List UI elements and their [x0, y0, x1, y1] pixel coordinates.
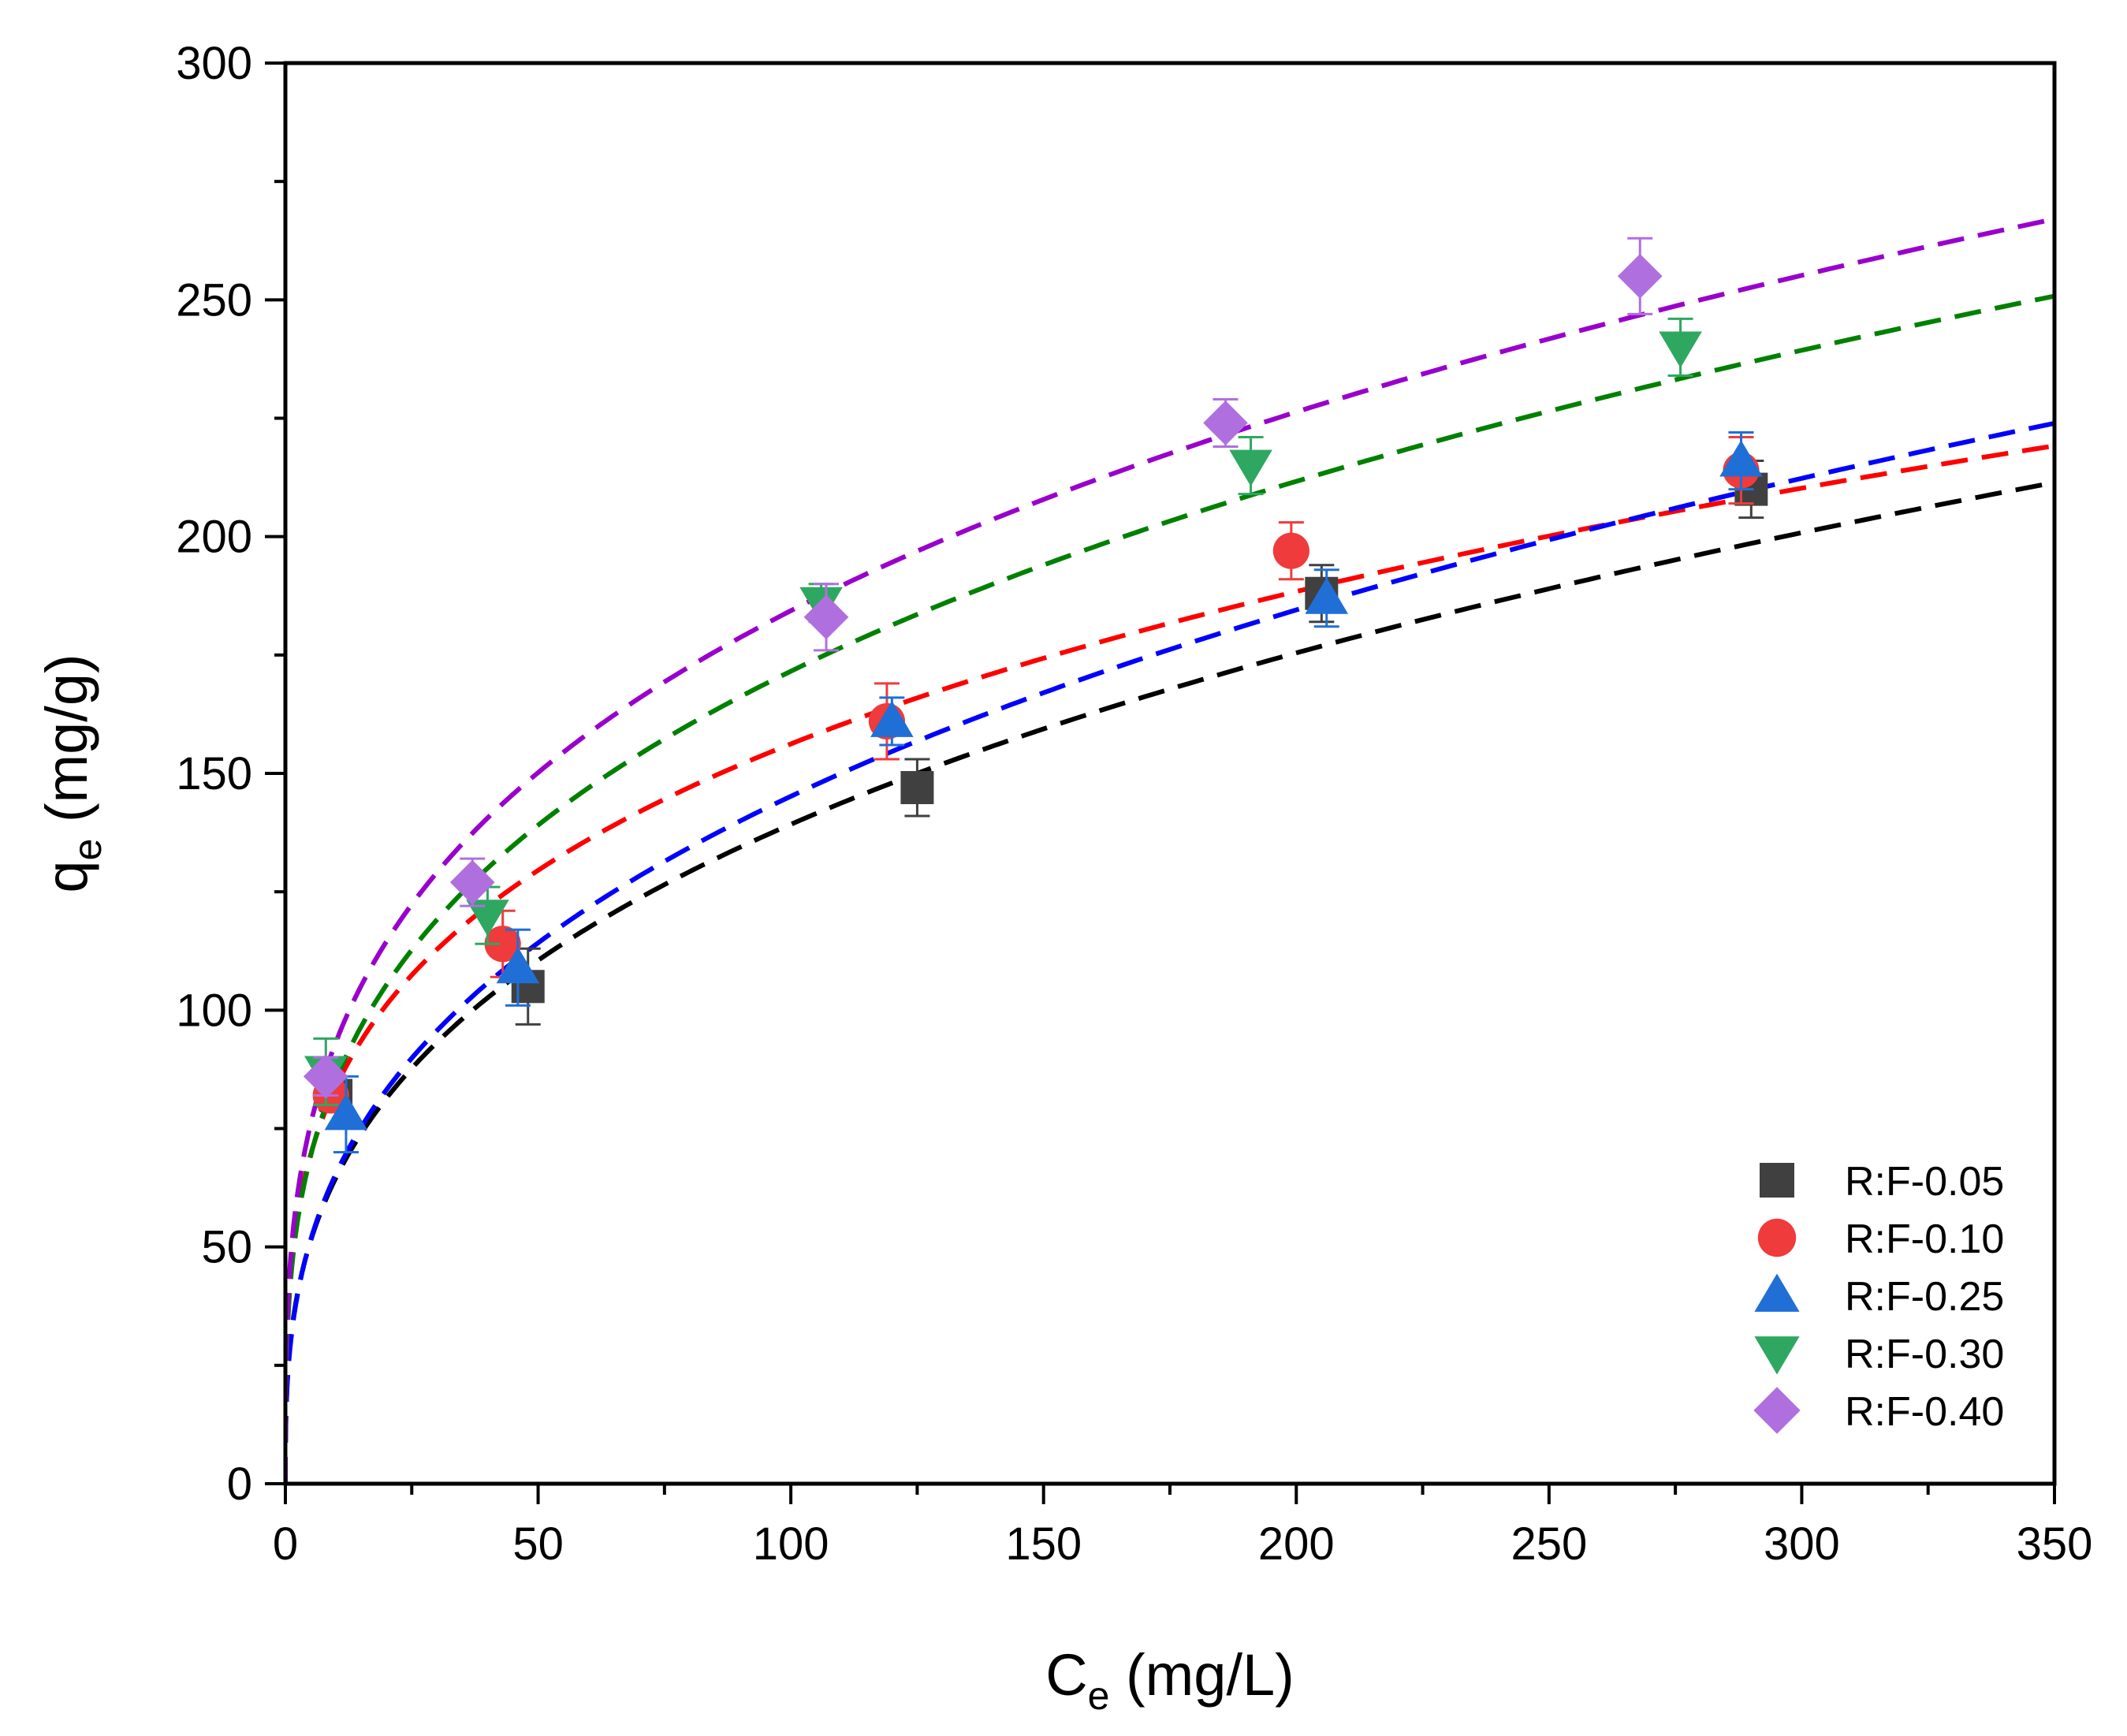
y-tick-label: 300: [176, 38, 252, 89]
legend: R:F-0.05 R:F-0.10 R:F-0.25 R:F-0.30 R:F-0.40: [1753, 1159, 2004, 1435]
legend-marker: [1757, 1218, 1797, 1257]
data-point: [466, 900, 509, 937]
y-tick-label: 100: [176, 985, 252, 1036]
y-tick-label: 250: [176, 274, 252, 326]
x-axis-title: Ce (mg/L): [1045, 1642, 1294, 1718]
legend-marker: [1760, 1163, 1794, 1198]
fit-curve: [285, 443, 2054, 1484]
legend-label: R:F-0.05: [1845, 1159, 2004, 1205]
x-tick-label: 100: [753, 1518, 829, 1570]
data-point: [1203, 400, 1248, 445]
data-point: [870, 700, 914, 737]
fit-curve: [285, 480, 2054, 1484]
data-point: [484, 926, 521, 963]
x-tick-label: 50: [512, 1518, 564, 1570]
x-tick-label: 200: [1258, 1518, 1335, 1570]
legend-marker: [1753, 1387, 1801, 1434]
x-tick-label: 300: [1764, 1518, 1840, 1570]
fit-curves: [285, 216, 2054, 1484]
legend-label: R:F-0.10: [1845, 1216, 2004, 1262]
x-tick-label: 250: [1511, 1518, 1587, 1570]
y-axis-title: qe (mg/g): [34, 654, 110, 892]
legend-label: R:F-0.30: [1845, 1332, 2004, 1377]
data-point: [496, 947, 540, 984]
data-point: [803, 594, 849, 640]
data-point: [303, 1054, 348, 1099]
axes: 0 50 100 150 200 250 300 350 0 50 100 150 200 250 300: [176, 38, 2092, 1570]
data-points: [303, 237, 1768, 1154]
data-point: [1719, 440, 1763, 477]
legend-marker: [1754, 1273, 1800, 1312]
y-tick-label: 50: [201, 1222, 252, 1273]
y-tick-label: 200: [176, 512, 252, 563]
legend-label: R:F-0.40: [1845, 1389, 2004, 1435]
y-tick-label: 150: [176, 748, 252, 799]
legend-marker: [1754, 1336, 1800, 1375]
y-tick-label: 0: [227, 1458, 252, 1510]
legend-label: R:F-0.25: [1845, 1274, 2004, 1320]
x-tick-label: 150: [1005, 1518, 1082, 1570]
data-point: [449, 859, 495, 905]
fit-curve: [285, 216, 2054, 1484]
data-point: [900, 771, 934, 805]
data-point: [1617, 253, 1663, 299]
data-point: [324, 1093, 368, 1131]
data-point: [1229, 449, 1272, 486]
x-tick-label: 0: [273, 1518, 298, 1570]
data-point: [1305, 577, 1349, 614]
data-point: [1659, 331, 1702, 368]
data-point: [1272, 532, 1309, 569]
x-tick-label: 350: [2017, 1518, 2093, 1570]
fit-curve: [285, 420, 2054, 1484]
